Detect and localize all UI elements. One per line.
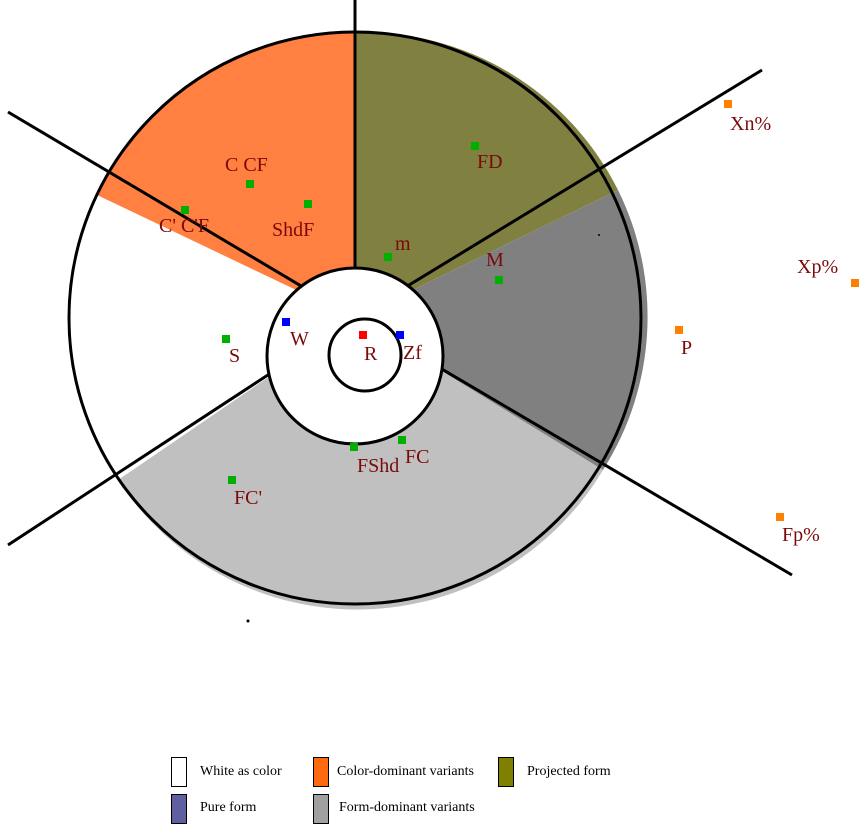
marker-p bbox=[675, 326, 683, 334]
label-fshd: FShd bbox=[357, 455, 399, 477]
marker-shdf bbox=[304, 200, 312, 208]
label-s: S bbox=[229, 345, 240, 367]
sector-dark-gray bbox=[355, 190, 648, 470]
marker-c-cf bbox=[246, 180, 254, 188]
label-m-small: m bbox=[395, 233, 411, 255]
marker-m-small bbox=[384, 253, 392, 261]
label-c-cf: C CF bbox=[225, 154, 268, 176]
label-fc-prime: FC' bbox=[234, 487, 262, 509]
sector-projected-form bbox=[355, 31, 618, 319]
marker-r bbox=[359, 331, 367, 339]
label-fc: FC bbox=[405, 446, 429, 468]
label-p: P bbox=[681, 337, 692, 359]
marker-s bbox=[222, 335, 230, 343]
marker-fd bbox=[471, 142, 479, 150]
label-r: R bbox=[364, 343, 378, 365]
marker-fshd bbox=[350, 443, 358, 451]
label-fp: Fp% bbox=[782, 524, 820, 546]
marker-fp bbox=[776, 513, 784, 521]
marker-m-big bbox=[495, 276, 503, 284]
label-zf: Zf bbox=[403, 342, 422, 364]
marker-xn bbox=[724, 100, 732, 108]
inner-circle bbox=[327, 317, 403, 393]
sector-color-dominant bbox=[97, 32, 355, 318]
marker-xp bbox=[851, 279, 859, 287]
marker-c-prime bbox=[181, 206, 189, 214]
marker-w bbox=[282, 318, 290, 326]
marker-fc bbox=[398, 436, 406, 444]
marker-zf bbox=[396, 331, 404, 339]
label-m-big: M bbox=[486, 249, 504, 271]
sector-form-dominant bbox=[118, 318, 603, 610]
stray-dot bbox=[246, 619, 250, 623]
divider-upper-left bbox=[7, 110, 356, 320]
marker-fc-prime bbox=[228, 476, 236, 484]
label-shdf: ShdF bbox=[272, 219, 314, 241]
label-fd: FD bbox=[477, 151, 503, 173]
label-xp: Xp% bbox=[797, 256, 838, 278]
label-w: W bbox=[290, 328, 309, 350]
divider-upper-right bbox=[354, 68, 763, 320]
label-xn: Xn% bbox=[730, 113, 771, 135]
stray-dot bbox=[598, 234, 600, 236]
label-c-prime-cf: C' C'F bbox=[159, 215, 209, 237]
